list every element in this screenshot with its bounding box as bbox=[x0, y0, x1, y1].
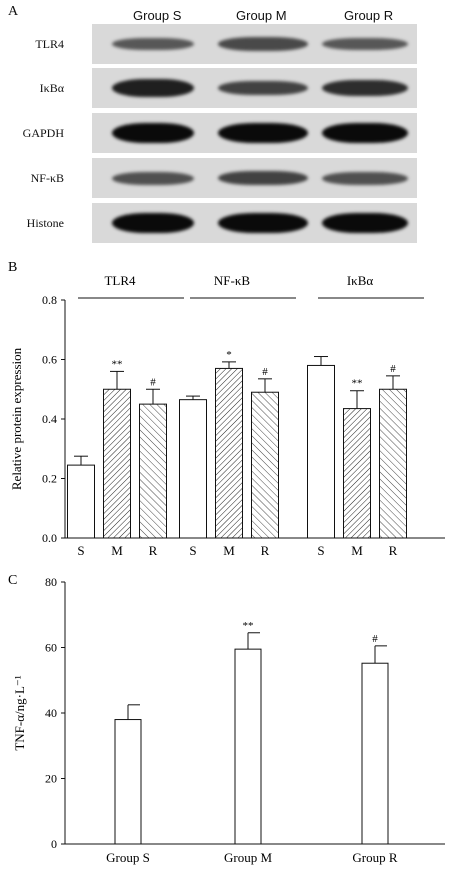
blot-band bbox=[112, 123, 194, 143]
group-title: TLR4 bbox=[104, 273, 136, 288]
blot-band bbox=[322, 37, 408, 51]
x-category-label: S bbox=[77, 543, 84, 558]
bar-IκBα-M bbox=[343, 408, 371, 539]
x-category-label: M bbox=[223, 543, 235, 558]
blot-strip bbox=[92, 24, 417, 64]
significance-mark: ** bbox=[243, 620, 254, 632]
blot-strip bbox=[92, 203, 417, 243]
x-category-label: Group S bbox=[106, 850, 150, 865]
blot-band bbox=[112, 79, 194, 97]
y-axis-label: TNF-α/ng·L⁻¹ bbox=[12, 675, 27, 750]
bar-NF-κB-S bbox=[179, 399, 207, 539]
blot-band bbox=[112, 213, 194, 233]
significance-mark: # bbox=[390, 363, 396, 375]
y-tick-label: 0.8 bbox=[42, 293, 57, 307]
y-tick-label: 0.4 bbox=[42, 412, 57, 426]
bar-IκBα-R bbox=[379, 388, 407, 539]
y-tick-label: 0 bbox=[51, 837, 57, 851]
blot-band bbox=[218, 123, 308, 143]
blot-band bbox=[218, 80, 308, 96]
blot-row-label: IκBα bbox=[39, 81, 64, 95]
blot-strip bbox=[92, 68, 417, 108]
bar-NF-κB-R bbox=[251, 391, 279, 539]
x-category-label: Group R bbox=[352, 850, 397, 865]
blot-band bbox=[218, 37, 308, 51]
y-tick-label: 0.2 bbox=[42, 472, 57, 486]
bar-IκBα-S bbox=[307, 364, 335, 539]
blot-group-label-r: Group R bbox=[344, 8, 394, 23]
y-tick-label: 60 bbox=[45, 641, 57, 655]
x-category-label: R bbox=[261, 543, 270, 558]
bar-group-s bbox=[114, 719, 142, 845]
blot-row-label: NF-κB bbox=[30, 171, 64, 185]
significance-mark: # bbox=[150, 376, 156, 388]
significance-mark: ** bbox=[352, 378, 363, 390]
group-title: IκBα bbox=[347, 273, 374, 288]
blot-band bbox=[322, 79, 408, 97]
y-tick-label: 0.6 bbox=[42, 353, 57, 367]
x-category-label: S bbox=[317, 543, 324, 558]
blot-strip bbox=[92, 158, 417, 198]
y-axis-label: Relative protein expression bbox=[9, 347, 24, 490]
y-tick-label: 0.0 bbox=[42, 531, 57, 545]
blot-band bbox=[322, 171, 408, 185]
group-title: NF-κB bbox=[214, 273, 250, 288]
blot-band bbox=[218, 213, 308, 233]
blot-row-label: GAPDH bbox=[22, 126, 64, 140]
bar-group-m bbox=[234, 648, 262, 845]
x-category-label: S bbox=[189, 543, 196, 558]
blot-group-label-s: Group S bbox=[133, 8, 182, 23]
tnf-alpha-chart: C 0 20 40 60 80 TNF-α/ng·L⁻¹ Group S Group M Gro… bbox=[8, 573, 445, 865]
blot-band bbox=[218, 170, 308, 186]
blot-row-label: TLR4 bbox=[35, 37, 64, 51]
bar-TLR4-S bbox=[67, 464, 95, 539]
protein-expression-chart: B 0.0 0.2 0.4 0.6 0.8 Relative protein expres… bbox=[8, 260, 445, 558]
x-category-label: R bbox=[389, 543, 398, 558]
significance-mark: ** bbox=[112, 358, 123, 370]
x-category-label: R bbox=[149, 543, 158, 558]
y-tick-label: 80 bbox=[45, 575, 57, 589]
significance-mark: # bbox=[372, 633, 378, 645]
panel-b-letter: B bbox=[8, 260, 17, 275]
blot-row-label: Histone bbox=[26, 216, 64, 230]
blot-band bbox=[112, 171, 194, 185]
y-tick-label: 40 bbox=[45, 706, 57, 720]
significance-mark: * bbox=[226, 349, 232, 361]
bar-TLR4-M bbox=[103, 388, 131, 539]
blot-group-label-m: Group M bbox=[236, 8, 287, 23]
bar-TLR4-R bbox=[139, 403, 167, 539]
x-category-label: Group M bbox=[224, 850, 272, 865]
blot-band bbox=[322, 123, 408, 143]
panel-c-letter: C bbox=[8, 573, 17, 588]
bar-NF-κB-M bbox=[215, 367, 243, 539]
bar-group-r bbox=[361, 662, 389, 845]
panel-a-letter: A bbox=[8, 4, 19, 19]
blot-band bbox=[322, 213, 408, 233]
x-category-label: M bbox=[111, 543, 123, 558]
blot-band bbox=[112, 37, 194, 51]
blot-strip bbox=[92, 113, 417, 153]
y-tick-label: 20 bbox=[45, 772, 57, 786]
x-category-label: M bbox=[351, 543, 363, 558]
significance-mark: # bbox=[262, 366, 268, 378]
